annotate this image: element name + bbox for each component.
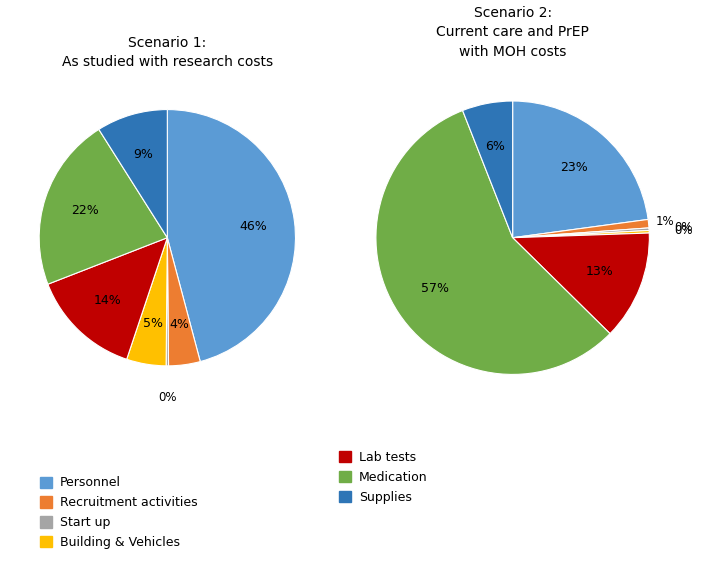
Text: 6%: 6% bbox=[486, 140, 506, 153]
Wedge shape bbox=[167, 238, 200, 366]
Legend: Lab tests, Medication, Supplies: Lab tests, Medication, Supplies bbox=[334, 446, 432, 509]
Wedge shape bbox=[166, 238, 169, 366]
Legend: Personnel, Recruitment activities, Start up, Building & Vehicles: Personnel, Recruitment activities, Start… bbox=[35, 471, 202, 554]
Wedge shape bbox=[463, 101, 513, 238]
Text: 23%: 23% bbox=[560, 161, 587, 174]
Wedge shape bbox=[48, 238, 167, 359]
Wedge shape bbox=[513, 220, 649, 238]
Text: 22%: 22% bbox=[70, 204, 98, 217]
Wedge shape bbox=[376, 110, 610, 375]
Wedge shape bbox=[513, 233, 649, 333]
Wedge shape bbox=[127, 238, 167, 366]
Text: 4%: 4% bbox=[169, 318, 189, 331]
Text: 13%: 13% bbox=[585, 265, 613, 278]
Text: 1%: 1% bbox=[656, 216, 674, 229]
Text: 46%: 46% bbox=[240, 220, 268, 233]
Text: 0%: 0% bbox=[674, 224, 693, 237]
Text: 5%: 5% bbox=[143, 317, 163, 330]
Wedge shape bbox=[99, 110, 167, 238]
Title: Scenario 1:
As studied with research costs: Scenario 1: As studied with research cos… bbox=[62, 36, 273, 70]
Wedge shape bbox=[513, 101, 648, 238]
Wedge shape bbox=[39, 130, 167, 284]
Wedge shape bbox=[513, 230, 649, 238]
Wedge shape bbox=[167, 110, 295, 362]
Text: 0%: 0% bbox=[674, 221, 693, 234]
Text: 0%: 0% bbox=[158, 392, 177, 405]
Text: 57%: 57% bbox=[421, 282, 449, 295]
Text: 14%: 14% bbox=[93, 294, 121, 307]
Wedge shape bbox=[513, 228, 649, 238]
Text: 9%: 9% bbox=[133, 148, 153, 161]
Title: Scenario 2:
Current care and PrEP
with MOH costs: Scenario 2: Current care and PrEP with M… bbox=[436, 6, 589, 59]
